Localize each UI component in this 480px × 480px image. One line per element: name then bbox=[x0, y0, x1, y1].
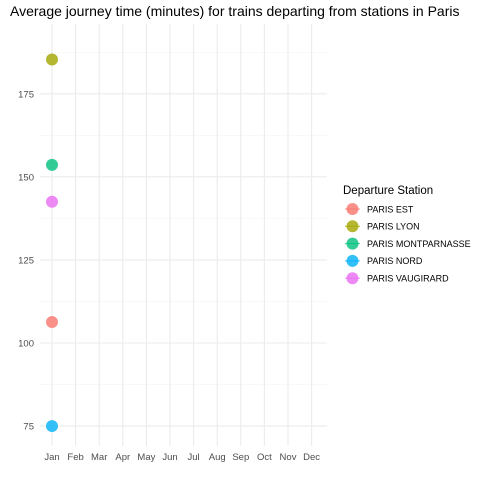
data-point bbox=[46, 53, 58, 66]
x-tick-label: Aug bbox=[209, 452, 226, 463]
y-tick-label: 75 bbox=[23, 422, 34, 433]
x-tick-label: Oct bbox=[257, 452, 272, 463]
x-tick-label: Sep bbox=[232, 452, 249, 463]
y-tick-label: 150 bbox=[18, 172, 34, 183]
x-tick-label: Mar bbox=[91, 452, 107, 463]
legend-label: PARIS MONTPARNASSE bbox=[367, 239, 471, 249]
data-points bbox=[46, 53, 58, 433]
grid bbox=[40, 24, 327, 446]
legend-key bbox=[346, 220, 359, 233]
data-point bbox=[46, 158, 58, 171]
y-tick-label: 100 bbox=[18, 338, 34, 349]
x-axis: Jan Feb Mar Apr May Jun Jul Aug Sep Oct Nov Dec bbox=[44, 452, 320, 463]
legend: Departure Station PARIS EST PARIS LYON PAR… bbox=[343, 185, 471, 285]
legend-key bbox=[346, 254, 359, 267]
legend-label: PARIS LYON bbox=[367, 222, 420, 232]
chart-title: Average journey time (minutes) for train… bbox=[10, 3, 460, 19]
x-tick-label: Dec bbox=[303, 452, 320, 463]
legend-key bbox=[346, 237, 359, 250]
x-tick-label: Jan bbox=[44, 452, 59, 463]
legend-title: Departure Station bbox=[343, 185, 433, 197]
y-tick-label: 175 bbox=[18, 89, 34, 100]
legend-label: PARIS VAUGIRARD bbox=[367, 274, 449, 284]
x-tick-label: Feb bbox=[67, 452, 83, 463]
x-tick-label: Jun bbox=[162, 452, 177, 463]
x-tick-label: Apr bbox=[115, 452, 130, 463]
legend-key bbox=[346, 203, 359, 215]
x-tick-label: Nov bbox=[280, 452, 297, 463]
x-tick-label: May bbox=[137, 452, 155, 463]
legend-label: PARIS EST bbox=[367, 204, 414, 214]
data-point bbox=[46, 195, 58, 208]
y-tick-label: 125 bbox=[18, 255, 34, 266]
x-tick-label: Jul bbox=[188, 452, 200, 463]
legend-key bbox=[346, 272, 359, 285]
legend-label: PARIS NORD bbox=[367, 256, 423, 266]
data-point bbox=[46, 316, 58, 329]
data-point bbox=[46, 420, 58, 433]
y-axis: 75 100 125 150 175 bbox=[18, 89, 34, 432]
